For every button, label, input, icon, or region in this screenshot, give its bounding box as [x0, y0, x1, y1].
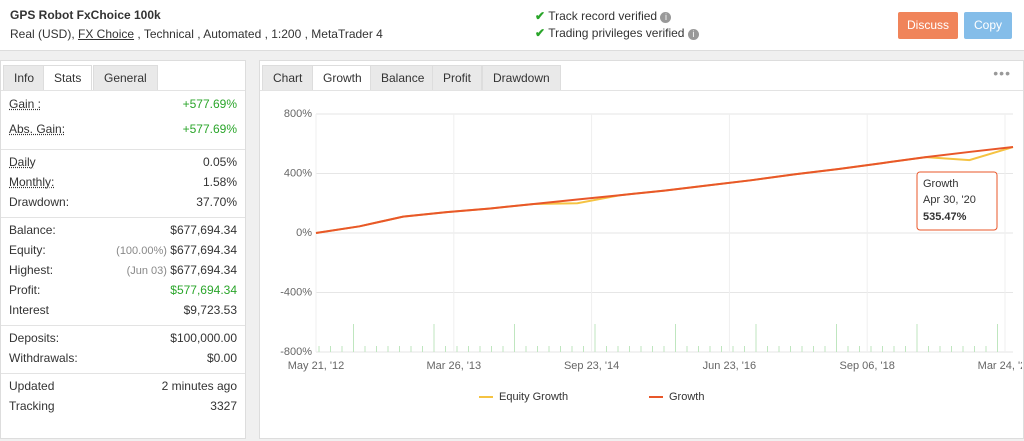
- stat-note: (100.00%): [116, 245, 167, 257]
- stat-value: $100,000.00: [170, 331, 237, 345]
- tab[interactable]: Stats: [43, 65, 93, 91]
- growth-chart: 800% 400% 0% -400% -800% May 21, '12 Mar 26, '…: [280, 108, 1022, 403]
- separator: [1, 325, 245, 326]
- verified-text: Track record verified: [548, 9, 658, 23]
- separator: [1, 217, 245, 218]
- tab-divider: [260, 90, 1023, 91]
- broker-link[interactable]: FX Choice: [78, 27, 135, 41]
- separator: [1, 373, 245, 374]
- x-tick-label: Sep 23, '14: [564, 360, 619, 372]
- stat-value: 37.70%: [196, 195, 237, 209]
- chart-panel: ••• Chart Growth Balance Profit Drawdown: [259, 60, 1024, 439]
- separator: [1, 149, 245, 150]
- tooltip-series: Growth: [923, 178, 958, 190]
- stat-value: $9,723.53: [183, 303, 237, 317]
- stat-label: Deposits:: [9, 331, 60, 345]
- stat-label: Equity:: [9, 243, 46, 257]
- tooltip: Growth Apr 30, '20 535.47%: [916, 171, 998, 231]
- stat-value: $0.00: [206, 351, 237, 365]
- discuss-button[interactable]: Discuss: [898, 12, 958, 39]
- stat-value: $677,694.34: [170, 223, 237, 237]
- title: GPS Robot FxChoice 100k: [10, 8, 161, 22]
- stat-label: Daily: [9, 155, 36, 169]
- tooltip-date: Apr 30, '20: [923, 194, 976, 206]
- x-tick-label: Mar 24, '22: [978, 360, 1022, 372]
- y-tick-label: 800%: [284, 108, 312, 120]
- stat-note: (Jun 03): [126, 265, 167, 277]
- x-tick-label: Jun 23, '16: [703, 360, 756, 372]
- subtitle-prefix: Real (USD),: [10, 27, 79, 41]
- stat-value: 1.58%: [202, 175, 237, 189]
- stat-label: Drawdown:: [9, 195, 70, 209]
- legend-label: Equity Growth: [499, 391, 568, 403]
- stat-value: (Jun 03) $677,694.34: [126, 263, 237, 277]
- series-line: [315, 146, 1014, 234]
- stat-label: Abs. Gain:: [9, 122, 66, 136]
- legend-label: Growth: [669, 391, 704, 403]
- stat-label: Highest:: [9, 263, 54, 277]
- tab-divider: [1, 90, 245, 91]
- x-tick-label: Mar 26, '13: [426, 360, 481, 372]
- stat-label: Tracking: [9, 399, 55, 413]
- stat-value: 3327: [210, 399, 237, 413]
- menu-dots[interactable]: •••: [993, 65, 1011, 81]
- stat-value: $577,694.34: [170, 283, 237, 297]
- stat-value: +577.69%: [182, 97, 237, 111]
- x-tick-label: May 21, '12: [288, 360, 345, 372]
- stat-label: Gain :: [9, 97, 42, 111]
- stat-label: Monthly:: [9, 175, 55, 189]
- tab[interactable]: Growth: [312, 65, 373, 91]
- stats-panel: Info Stats General Gain : +577.69% Abs. Gain:…: [0, 60, 246, 439]
- tab[interactable]: Drawdown: [482, 65, 561, 91]
- verified-text: Trading privileges verified: [548, 26, 685, 40]
- subtitle: Real (USD), FX Choice , Technical , Auto…: [10, 27, 383, 41]
- stat-label: Interest: [9, 303, 50, 317]
- copy-button[interactable]: Copy: [964, 12, 1012, 39]
- subtitle-rest: , Technical , Automated , 1:200 , MetaTr…: [134, 27, 383, 41]
- tab[interactable]: Profit: [432, 65, 483, 91]
- y-tick-label: 400%: [284, 167, 312, 179]
- stat-label: Profit:: [9, 283, 41, 297]
- verified-2: ✔ Trading privileges verified i: [535, 26, 699, 40]
- stat-value: 2 minutes ago: [161, 379, 237, 393]
- y-tick-label: -800%: [280, 346, 312, 358]
- stat-label: Balance:: [9, 223, 56, 237]
- verified-1: ✔ Track record verified i: [535, 9, 672, 23]
- x-tick-label: Sep 06, '18: [840, 360, 895, 372]
- y-tick-label: -400%: [280, 286, 312, 298]
- stat-value: 0.05%: [202, 155, 237, 169]
- tooltip-box: [916, 171, 998, 231]
- stat-value: +577.69%: [182, 122, 237, 136]
- stat-label: Updated: [9, 379, 55, 393]
- stat-value: (100.00%) $677,694.34: [116, 243, 237, 257]
- y-tick-label: 0%: [296, 227, 312, 239]
- tab[interactable]: Info: [3, 65, 46, 91]
- tooltip-value: 535.47%: [923, 211, 967, 223]
- header: GPS Robot FxChoice 100k Real (USD), FX C…: [0, 0, 1024, 51]
- tab[interactable]: General: [93, 65, 158, 91]
- stat-label: Withdrawals:: [9, 351, 78, 365]
